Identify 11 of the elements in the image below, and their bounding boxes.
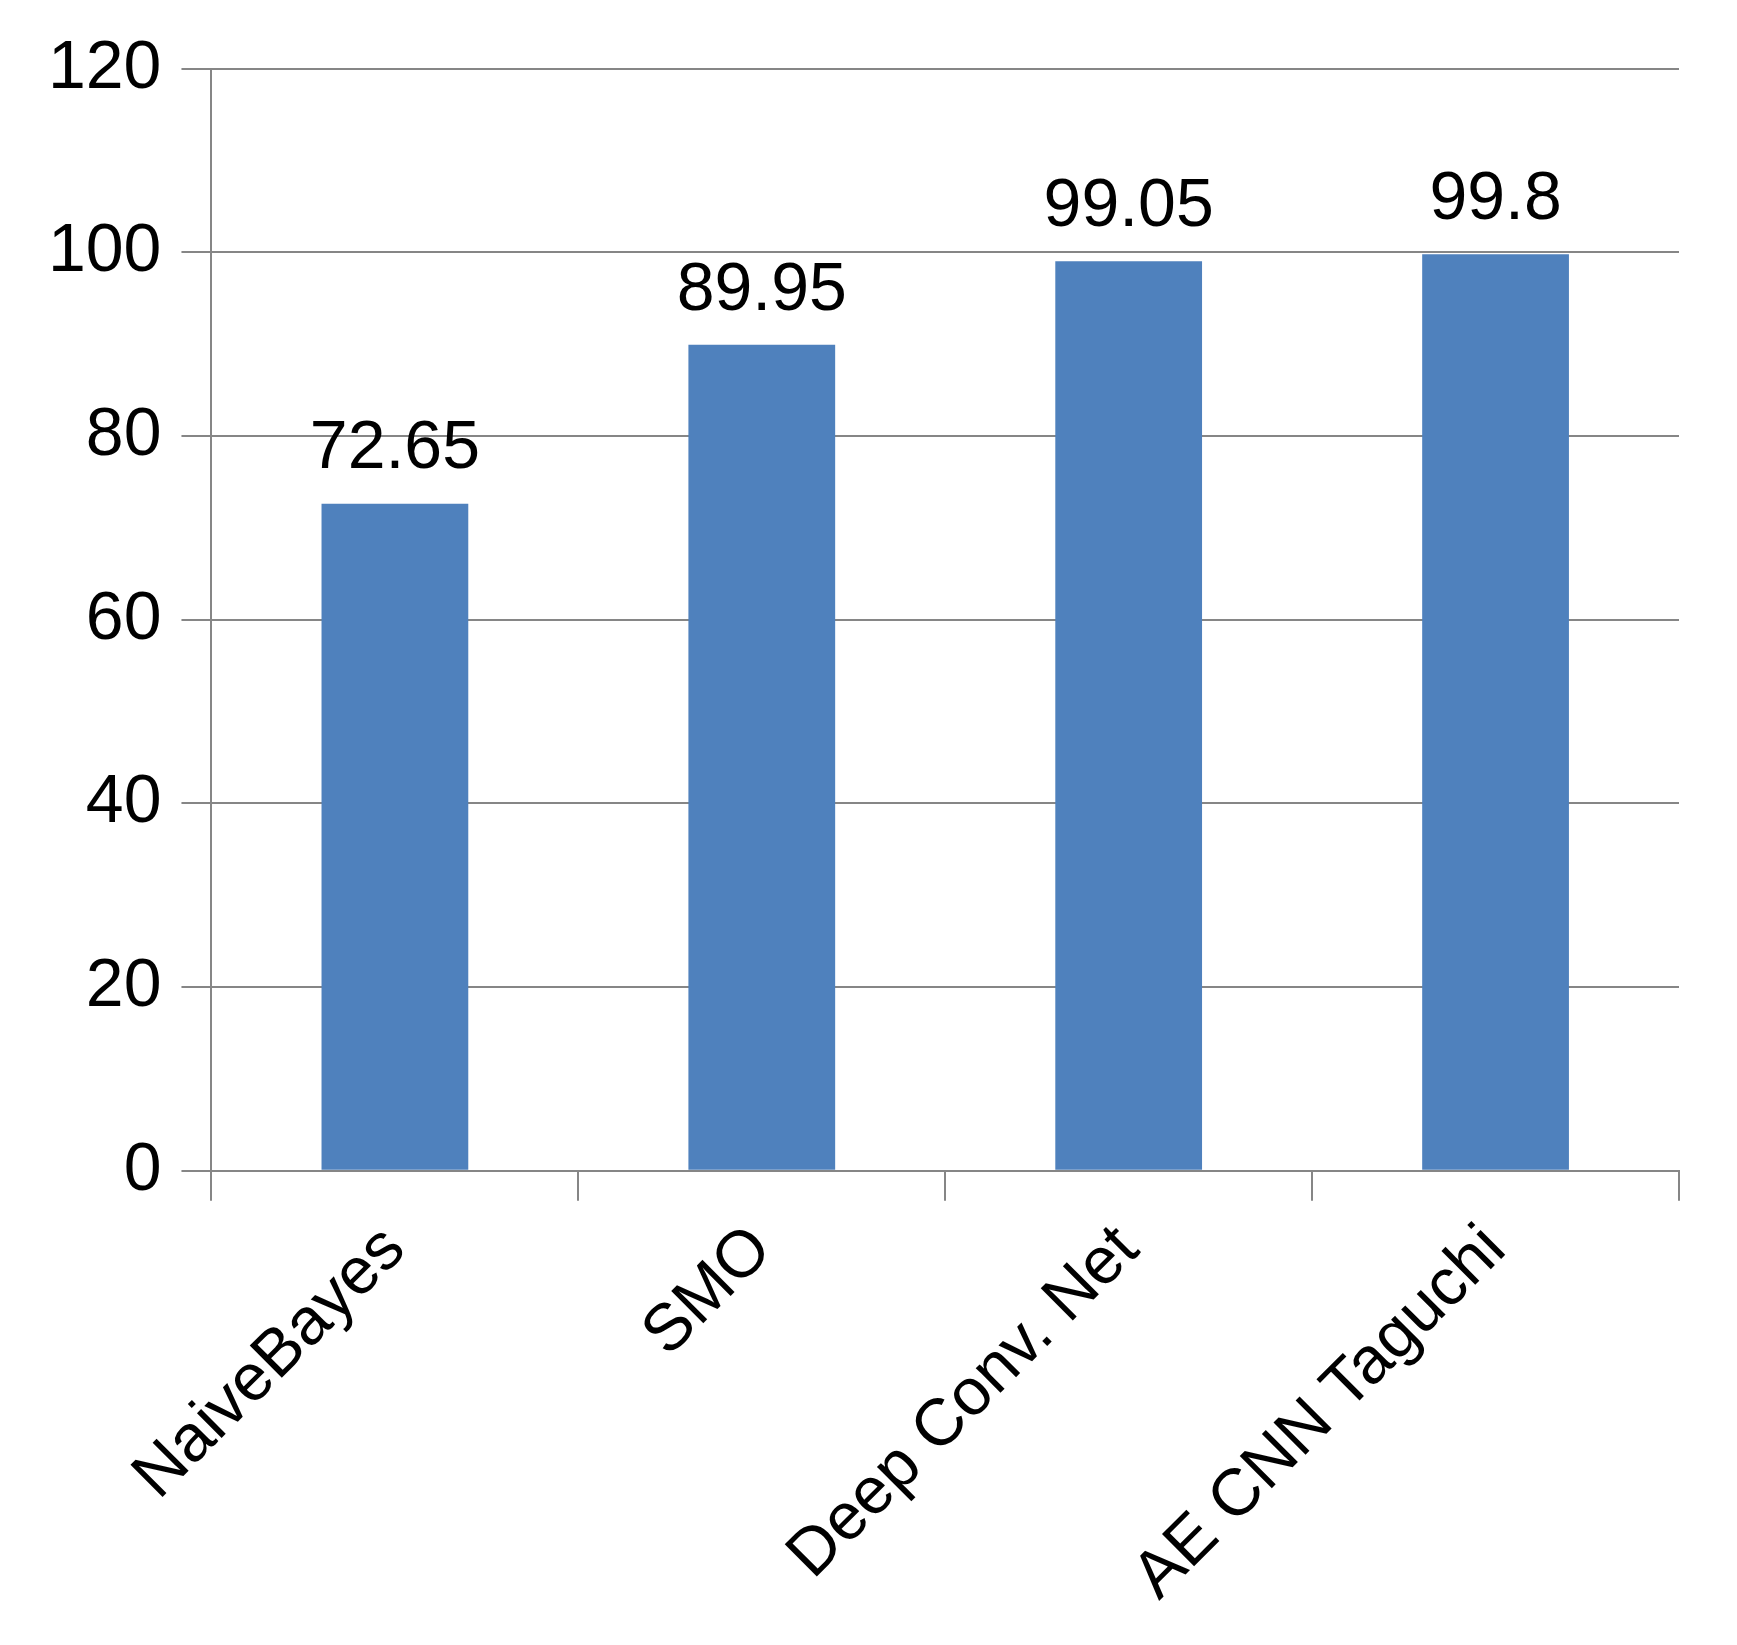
data-label: 99.8 — [1429, 157, 1562, 234]
y-tick-label: 120 — [47, 25, 162, 102]
y-tick-label: 60 — [85, 576, 162, 653]
y-tick-label: 100 — [47, 209, 162, 286]
data-label: 89.95 — [676, 247, 847, 324]
y-tick-label: 40 — [85, 760, 162, 837]
data-label: 72.65 — [309, 406, 480, 483]
y-tick-label: 80 — [85, 392, 162, 469]
y-tick-label: 0 — [123, 1127, 162, 1204]
y-tick-label: 20 — [85, 943, 162, 1020]
data-label: 99.05 — [1043, 163, 1214, 240]
